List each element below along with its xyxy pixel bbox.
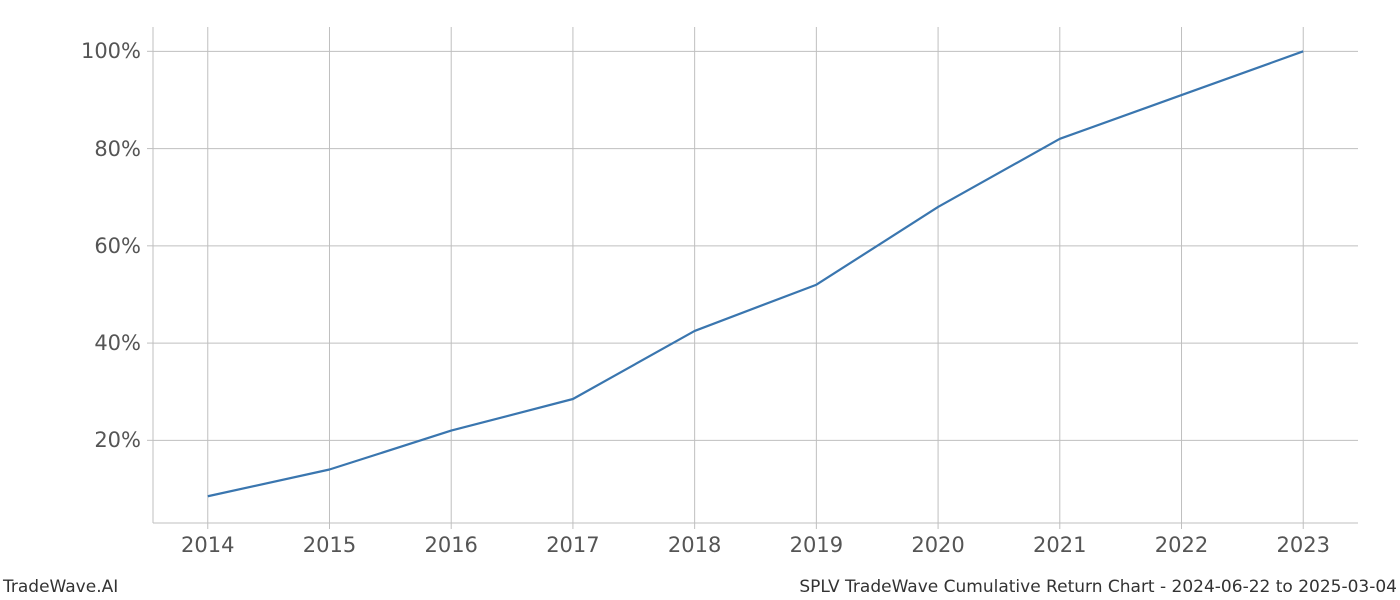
x-tick-label: 2021 [1033,533,1086,557]
x-tick-label: 2014 [181,533,234,557]
return-line-chart [0,0,1400,600]
x-tick-label: 2022 [1155,533,1208,557]
y-tick-label: 60% [94,234,141,258]
x-tick-label: 2018 [668,533,721,557]
x-tick-label: 2016 [424,533,477,557]
x-tick-label: 2017 [546,533,599,557]
x-tick-label: 2023 [1276,533,1329,557]
x-tick-label: 2019 [790,533,843,557]
chart-caption-right: SPLV TradeWave Cumulative Return Chart -… [799,577,1397,597]
y-tick-label: 100% [81,39,141,63]
watermark-left: TradeWave.AI [3,577,118,597]
x-tick-label: 2015 [303,533,356,557]
y-tick-label: 20% [94,428,141,452]
y-tick-label: 40% [94,331,141,355]
x-tick-label: 2020 [911,533,964,557]
y-tick-label: 80% [94,137,141,161]
